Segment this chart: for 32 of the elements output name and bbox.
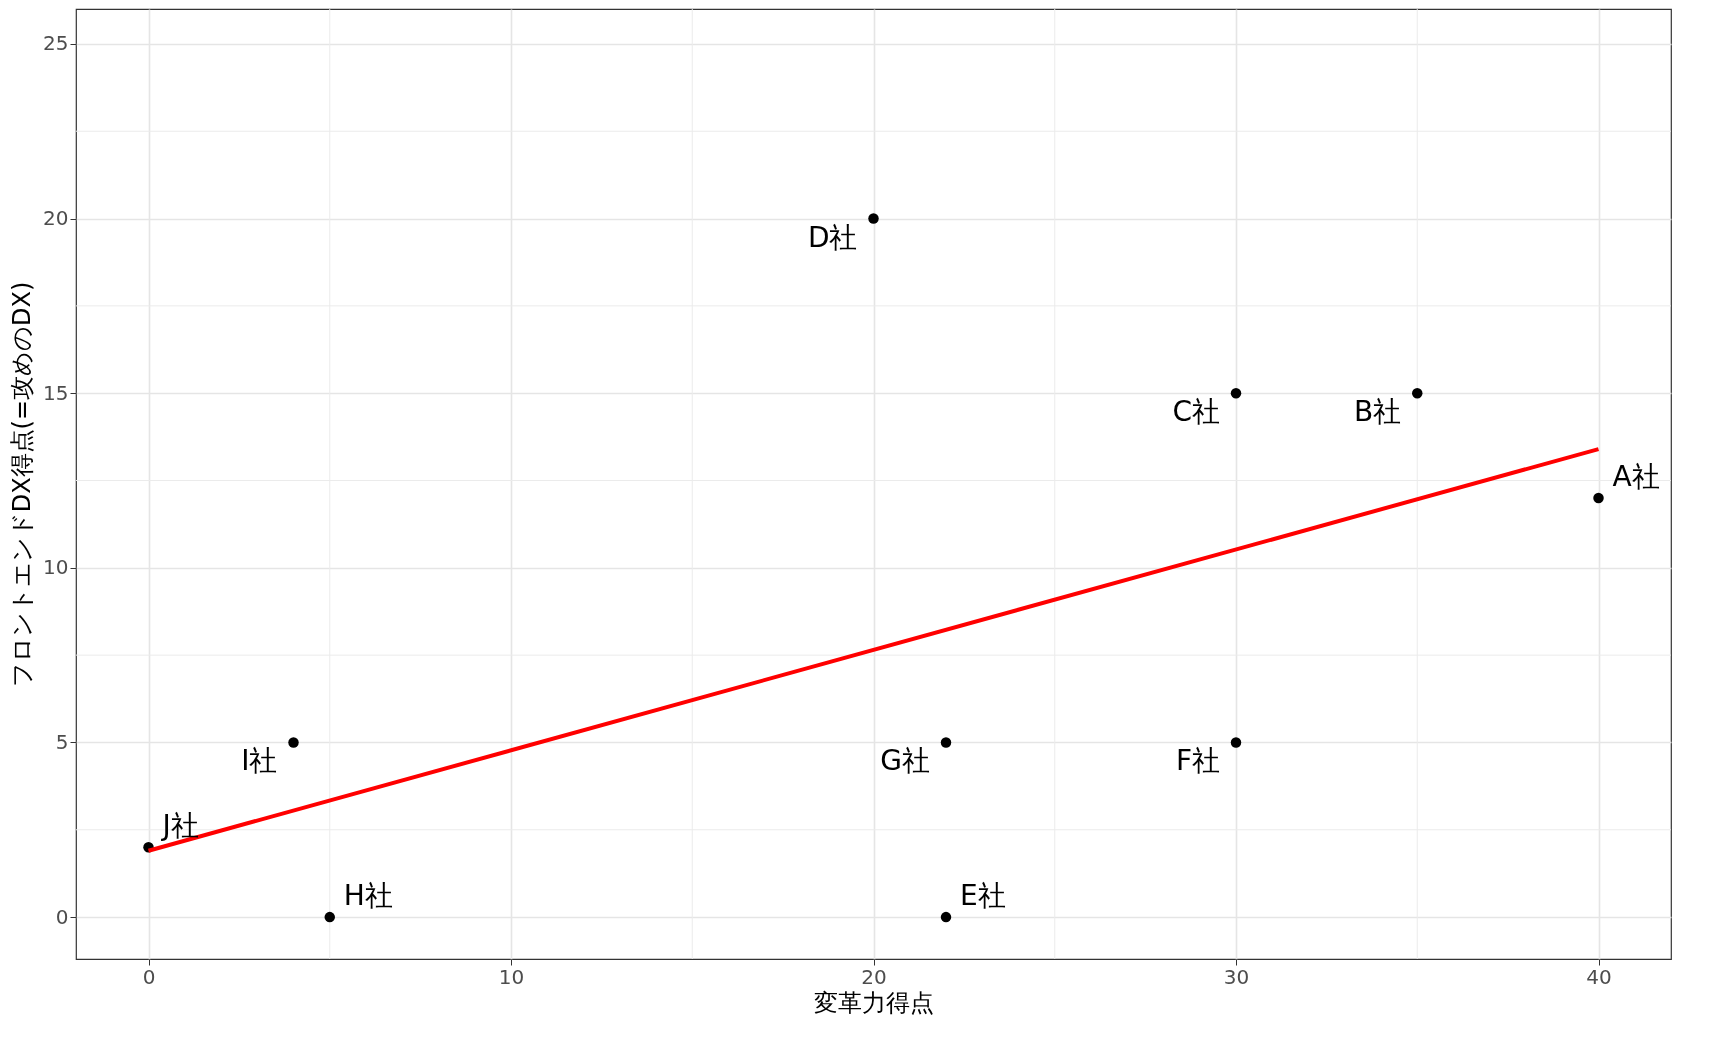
point — [288, 737, 299, 748]
y-tick-label: 20 — [43, 206, 69, 231]
annotation: I社 — [241, 744, 278, 778]
annotation: E社 — [960, 879, 1006, 913]
y-tick-label: 0 — [55, 904, 69, 929]
annotation: H社 — [343, 879, 393, 913]
annotation: J社 — [160, 809, 199, 843]
x-tick-label: 30 — [1223, 964, 1250, 989]
point — [940, 737, 952, 748]
x-tick-label: 40 — [1586, 964, 1612, 989]
annotation: B社 — [1354, 395, 1402, 429]
point — [1412, 387, 1423, 399]
point — [868, 213, 879, 224]
annotation: C社 — [1172, 395, 1220, 429]
point — [1593, 492, 1604, 504]
point — [1230, 387, 1242, 399]
annotation: A社 — [1612, 459, 1660, 493]
point — [1230, 737, 1242, 748]
annotation: D社 — [807, 220, 858, 254]
x-axis-title: 変革力得点 — [814, 988, 934, 1017]
x-tick-label: 20 — [861, 964, 887, 989]
annotation: F社 — [1175, 744, 1220, 778]
y-axis-title: フロントエンドDX得点(=攻めのDX) — [8, 281, 37, 688]
y-tick-label: 10 — [43, 555, 69, 580]
y-tick-label: 5 — [55, 729, 69, 754]
x-tick-label: 0 — [142, 964, 156, 989]
x-tick-label: 10 — [498, 964, 525, 989]
point — [324, 911, 335, 923]
point — [940, 911, 952, 923]
annotation: G社 — [880, 744, 930, 778]
y-tick-label: 25 — [43, 31, 69, 56]
y-tick-label: 15 — [43, 380, 69, 405]
